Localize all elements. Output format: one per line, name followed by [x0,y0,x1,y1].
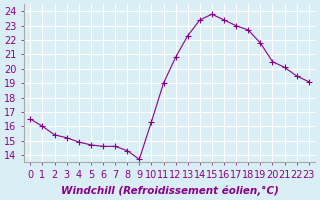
X-axis label: Windchill (Refroidissement éolien,°C): Windchill (Refroidissement éolien,°C) [60,185,278,196]
